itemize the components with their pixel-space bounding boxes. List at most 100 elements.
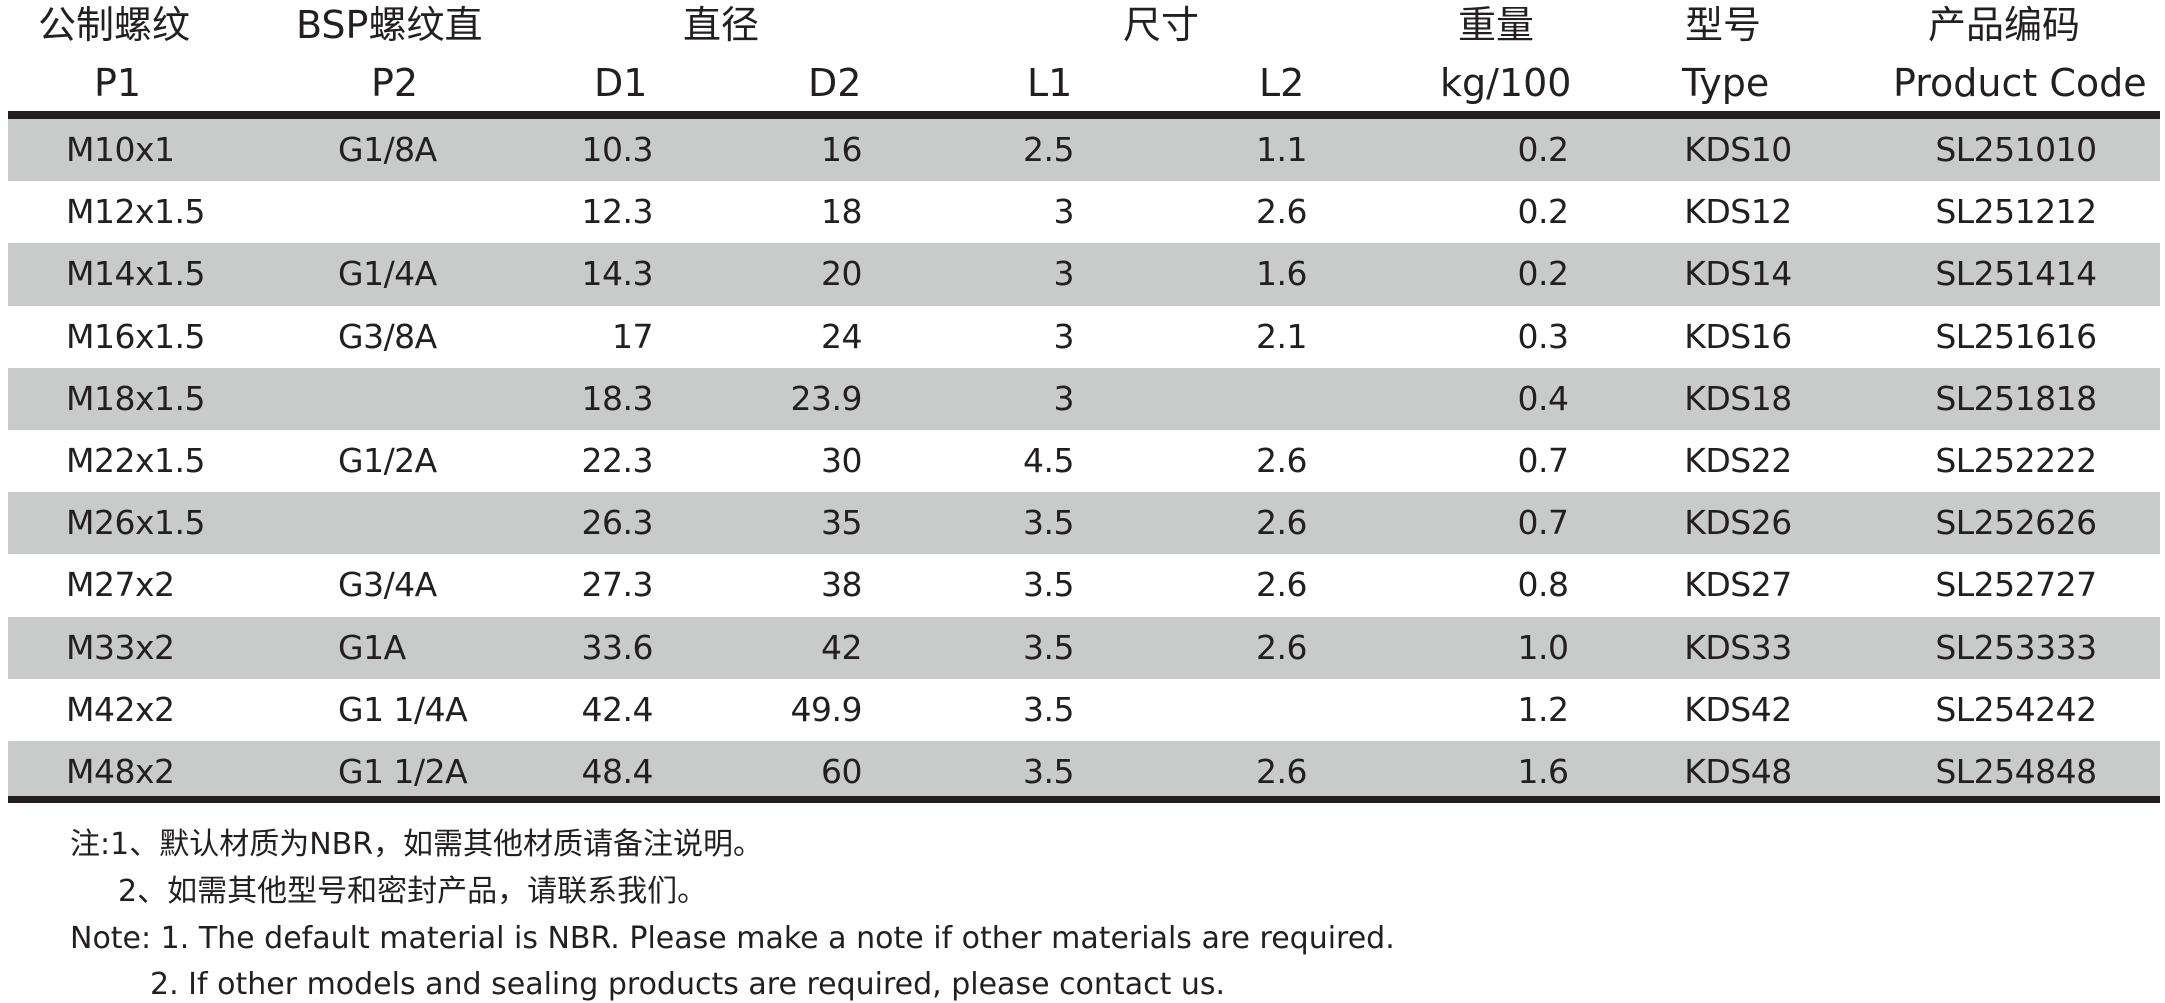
cell-bsp-thread: G1A <box>338 627 406 667</box>
header-model: 型号 <box>1685 3 1762 47</box>
table-row: M48x2 G1 1/2A 48.4 60 3.5 2.6 1.6 KDS48 SL254848 <box>8 740 2160 804</box>
cell-weight: 0.2 <box>1517 192 1569 232</box>
note-en-2: 2. If other models and sealing products … <box>150 967 1226 1002</box>
cell-d2: 16 <box>821 130 863 169</box>
cell-bsp-thread: G1/2A <box>338 440 437 480</box>
cell-d1: 22.3 <box>581 440 654 480</box>
cell-product-code: SL252626 <box>1935 503 2097 543</box>
cell-metric-thread: M14x1.5 <box>66 254 205 294</box>
cell-product-code: SL251212 <box>1935 192 2097 232</box>
cell-d1: 48.4 <box>581 751 654 791</box>
cell-l1: 3 <box>1053 254 1075 294</box>
header-weight: 重量 <box>1458 3 1535 47</box>
header-d2: D2 <box>808 61 862 105</box>
table-bottom-rule <box>8 796 2160 803</box>
cell-weight: 0.3 <box>1517 316 1569 356</box>
cell-type: KDS48 <box>1684 751 1792 791</box>
header-product-code: Product Code <box>1893 61 2147 105</box>
cell-d2: 49.9 <box>790 689 863 729</box>
cell-weight: 0.2 <box>1517 130 1569 169</box>
header-l1: L1 <box>1027 61 1073 105</box>
cell-type: KDS27 <box>1684 565 1792 605</box>
cell-d2: 30 <box>821 440 863 480</box>
cell-l2: 2.6 <box>1256 192 1307 232</box>
cell-l1: 3.5 <box>1023 565 1074 605</box>
cell-d1: 14.3 <box>581 254 654 294</box>
cell-l1: 4.5 <box>1023 440 1074 480</box>
cell-l2: 1.1 <box>1256 130 1307 169</box>
cell-product-code: SL251818 <box>1935 378 2097 418</box>
cell-l2: 2.1 <box>1256 316 1307 356</box>
cell-d2: 18 <box>821 192 863 232</box>
cell-d2: 38 <box>821 565 863 605</box>
cell-type: KDS18 <box>1684 378 1792 418</box>
cell-bsp-thread: G1 1/2A <box>338 751 468 791</box>
cell-d1: 26.3 <box>581 503 654 543</box>
cell-metric-thread: M12x1.5 <box>66 192 205 232</box>
cell-product-code: SL252222 <box>1935 440 2097 480</box>
cell-d1: 27.3 <box>581 565 654 605</box>
cell-weight: 1.0 <box>1517 627 1569 667</box>
cell-metric-thread: M26x1.5 <box>66 503 205 543</box>
cell-d1: 10.3 <box>581 130 654 169</box>
cell-metric-thread: M18x1.5 <box>66 378 205 418</box>
table-row: M12x1.5 12.3 18 3 2.6 0.2 KDS12 SL251212 <box>8 181 2160 243</box>
cell-metric-thread: M22x1.5 <box>66 440 205 480</box>
cell-d2: 24 <box>821 316 863 356</box>
cell-metric-thread: M27x2 <box>66 565 175 605</box>
cell-bsp-thread: G1/4A <box>338 254 437 294</box>
cell-d2: 20 <box>821 254 863 294</box>
cell-bsp-thread: G3/4A <box>338 565 437 605</box>
table-row: M14x1.5 G1/4A 14.3 20 3 1.6 0.2 KDS14 SL251414 <box>8 243 2160 306</box>
cell-weight: 0.7 <box>1517 503 1569 543</box>
cell-d1: 18.3 <box>581 378 654 418</box>
header-weight-unit: kg/100 <box>1440 61 1572 105</box>
cell-weight: 0.4 <box>1517 378 1569 418</box>
cell-type: KDS12 <box>1684 192 1792 232</box>
cell-l2: 2.6 <box>1256 440 1307 480</box>
table-row: M22x1.5 G1/2A 22.3 30 4.5 2.6 0.7 KDS22 SL252222 <box>8 430 2160 492</box>
table-row: M27x2 G3/4A 27.3 38 3.5 2.6 0.8 KDS27 SL252727 <box>8 554 2160 616</box>
cell-type: KDS14 <box>1684 254 1792 294</box>
cell-product-code: SL251010 <box>1935 130 2097 169</box>
cell-weight: 0.2 <box>1517 254 1569 294</box>
header-p1: P1 <box>94 61 142 105</box>
header-metric-thread: 公制螺纹 <box>38 3 191 47</box>
cell-l2: 1.6 <box>1256 254 1307 294</box>
cell-l1: 3.5 <box>1023 751 1074 791</box>
cell-l2: 2.6 <box>1256 503 1307 543</box>
header-d1: D1 <box>594 61 648 105</box>
header-type: Type <box>1682 61 1770 105</box>
cell-metric-thread: M42x2 <box>66 689 175 729</box>
cell-l1: 3 <box>1053 192 1075 232</box>
cell-l2: 2.6 <box>1256 751 1307 791</box>
cell-type: KDS10 <box>1684 130 1792 169</box>
cell-type: KDS42 <box>1684 689 1792 729</box>
cell-l1: 3.5 <box>1023 503 1074 543</box>
header-size: 尺寸 <box>1123 3 1200 47</box>
cell-product-code: SL253333 <box>1935 627 2097 667</box>
cell-metric-thread: M48x2 <box>66 751 175 791</box>
table-row: M26x1.5 26.3 35 3.5 2.6 0.7 KDS26 SL252626 <box>8 492 2160 555</box>
header-l2: L2 <box>1259 61 1305 105</box>
table-top-rule <box>8 111 2160 119</box>
cell-product-code: SL254848 <box>1935 751 2097 791</box>
cell-metric-thread: M33x2 <box>66 627 175 667</box>
note-en-1: Note: 1. The default material is NBR. Pl… <box>70 921 1395 956</box>
table-row: M16x1.5 G3/8A 17 24 3 2.1 0.3 KDS16 SL251616 <box>8 306 2160 368</box>
spec-table-body: M10x1 G1/8A 10.3 16 2.5 1.1 0.2 KDS10 SL251010 M1… <box>8 119 2160 804</box>
cell-type: KDS16 <box>1684 316 1792 356</box>
cell-type: KDS33 <box>1684 627 1792 667</box>
cell-d2: 42 <box>821 627 863 667</box>
cell-weight: 0.8 <box>1517 565 1569 605</box>
cell-l1: 3.5 <box>1023 689 1074 729</box>
cell-type: KDS26 <box>1684 503 1792 543</box>
cell-bsp-thread: G3/8A <box>338 316 437 356</box>
cell-weight: 1.6 <box>1517 751 1569 791</box>
cell-l1: 3.5 <box>1023 627 1074 667</box>
cell-product-code: SL252727 <box>1935 565 2097 605</box>
cell-metric-thread: M16x1.5 <box>66 316 205 356</box>
header-product-code-cn: 产品编码 <box>1928 3 2081 47</box>
cell-l2: 2.6 <box>1256 565 1307 605</box>
cell-weight: 1.2 <box>1517 689 1569 729</box>
